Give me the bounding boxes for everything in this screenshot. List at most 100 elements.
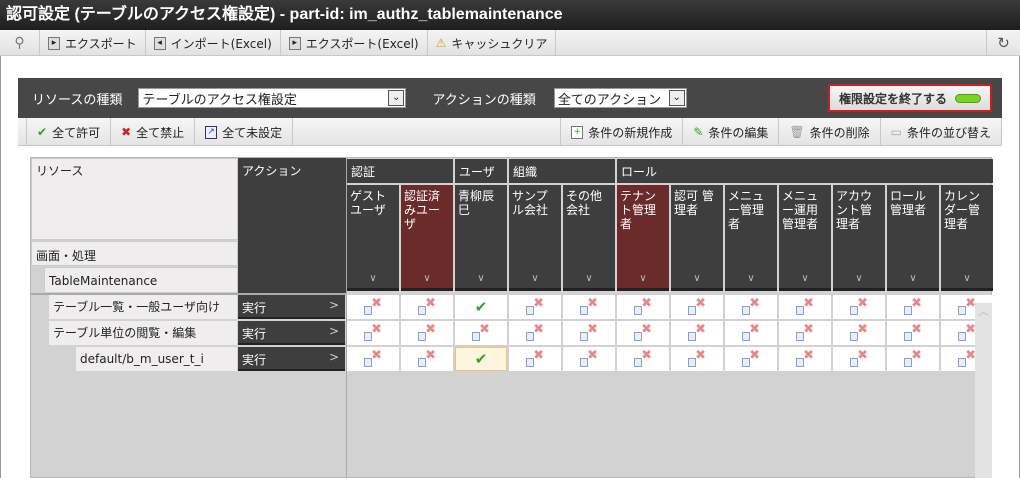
action-toolbar: ✔ 全て許可 ✖ 全て禁止 ↗ 全て未設定 + 条件の新規作成 ✎ 条件の編集 🗑 条件の削…: [18, 118, 1002, 146]
action-cell[interactable]: 実行 >: [238, 347, 345, 371]
permission-cell[interactable]: ✖: [671, 347, 723, 371]
permission-cell[interactable]: ✖: [617, 295, 669, 319]
permission-cell[interactable]: ✖: [887, 347, 939, 371]
deny-icon: ✖: [958, 322, 976, 341]
permission-cell[interactable]: ✖: [347, 347, 399, 371]
unset-all-button[interactable]: ↗ 全て未設定: [195, 118, 294, 146]
permission-cell[interactable]: ✔: [455, 295, 507, 319]
permission-cell[interactable]: ✖: [347, 295, 399, 319]
column-header[interactable]: 青柳辰巳 ∨: [455, 185, 507, 291]
deny-all-button[interactable]: ✖ 全て禁止: [111, 118, 196, 146]
permission-cell[interactable]: ✖: [779, 347, 831, 371]
deny-icon: ✖: [742, 296, 760, 315]
permission-cell[interactable]: ✖: [401, 295, 453, 319]
permission-cell[interactable]: ✖: [563, 321, 615, 345]
deny-icon: ✖: [580, 296, 598, 315]
permission-cell[interactable]: ✖: [401, 321, 453, 345]
permission-cell[interactable]: ✖: [347, 321, 399, 345]
permission-cell[interactable]: ✖: [887, 321, 939, 345]
resource-level2: TableMaintenance: [44, 267, 238, 293]
import-excel-button[interactable]: ◂ インポート(Excel): [146, 30, 281, 56]
action-type-select[interactable]: 全てのアクション ⌄: [553, 88, 687, 108]
edit-condition-button[interactable]: ✎ 条件の編集: [683, 118, 780, 146]
permission-cell[interactable]: ✖: [671, 295, 723, 319]
deny-icon: ✖: [904, 322, 922, 341]
column-header[interactable]: ゲストユーザ ∨: [347, 185, 399, 291]
permission-cell[interactable]: ✖: [509, 321, 561, 345]
vertical-scrollbar[interactable]: ︿: [975, 303, 992, 478]
refresh-icon: ↻: [997, 34, 1010, 52]
deny-icon: ✖: [364, 322, 382, 341]
permission-grid: リソース 画面・処理 TableMaintenance アクション 認証 ユーザ組…: [30, 157, 993, 478]
chevron-right-icon: >: [328, 350, 339, 364]
refresh-button[interactable]: ↻: [986, 30, 1020, 56]
resource-row-label[interactable]: default/b_m_user_t_i: [76, 347, 237, 371]
chevron-down-icon: ∨: [747, 273, 755, 284]
resource-row-label[interactable]: テーブル一覧・一般ユーザ向け: [49, 295, 237, 319]
chevron-down-icon: ∨: [585, 273, 593, 284]
chevron-right-icon: >: [328, 298, 339, 312]
export-icon: ▸: [288, 36, 301, 50]
permission-cell[interactable]: ✖: [779, 295, 831, 319]
permission-cell[interactable]: ✔: [455, 347, 507, 371]
permission-cell[interactable]: ✖: [833, 347, 885, 371]
permission-cell[interactable]: ✖: [455, 321, 507, 345]
delete-condition-button[interactable]: 🗑 条件の削除: [779, 118, 881, 146]
sort-condition-button[interactable]: ▭ 条件の並び替え: [881, 118, 1002, 146]
export-excel-button[interactable]: ▸ エクスポート(Excel): [281, 30, 428, 56]
allow-all-button[interactable]: ✔ 全て許可: [26, 118, 112, 146]
permission-cell[interactable]: ✖: [725, 321, 777, 345]
end-permission-setting-button[interactable]: 権限設定を終了する: [828, 84, 992, 112]
action-cell[interactable]: 実行 >: [238, 295, 345, 319]
permission-cell[interactable]: ✖: [833, 295, 885, 319]
permission-cell[interactable]: ✖: [617, 321, 669, 345]
search-icon: ⚲: [14, 35, 25, 51]
window-title: 認可設定 (テーブルのアクセス権設定) - part-id: im_authz_…: [0, 0, 1020, 30]
group-header: ユーザ: [455, 159, 507, 183]
permission-cell[interactable]: ✖: [617, 347, 669, 371]
column-header[interactable]: メニュー運用管理者 ∨: [779, 185, 831, 291]
new-condition-button[interactable]: + 条件の新規作成: [560, 118, 684, 146]
deny-icon: ✖: [472, 322, 490, 341]
column-header[interactable]: ロール管理者 ∨: [887, 185, 939, 291]
unset-icon: ↗: [205, 125, 218, 139]
chevron-right-icon: >: [328, 324, 339, 338]
chevron-up-icon: ︿: [978, 305, 989, 318]
deny-icon: ✖: [796, 322, 814, 341]
deny-icon: ✖: [796, 296, 814, 315]
column-header[interactable]: 認可 管理者 ∨: [671, 185, 723, 291]
column-header[interactable]: アカウント管理者 ∨: [833, 185, 885, 291]
action-cell[interactable]: 実行 >: [238, 321, 345, 345]
resource-row-label[interactable]: テーブル単位の閲覧・編集: [49, 321, 237, 345]
warning-icon: ⚠: [435, 36, 447, 50]
permission-cell[interactable]: ✖: [563, 295, 615, 319]
deny-icon: ✖: [688, 322, 706, 341]
permission-cell[interactable]: ✖: [725, 295, 777, 319]
deny-icon: ✖: [850, 322, 868, 341]
permission-cell[interactable]: ✖: [401, 347, 453, 371]
deny-icon: ✖: [418, 296, 436, 315]
permission-cell[interactable]: ✖: [509, 347, 561, 371]
column-header[interactable]: 認証済みユーザ ∨: [401, 185, 453, 291]
permission-cell[interactable]: ✖: [833, 321, 885, 345]
resource-type-label: リソースの種類: [32, 92, 123, 108]
permission-cell[interactable]: ✖: [725, 347, 777, 371]
action-type-label: アクションの種類: [432, 92, 536, 108]
permission-cell[interactable]: ✖: [887, 295, 939, 319]
permission-cell[interactable]: ✖: [563, 347, 615, 371]
column-header[interactable]: メニュー管理者 ∨: [725, 185, 777, 291]
permission-cell[interactable]: ✖: [509, 295, 561, 319]
search-button[interactable]: ⚲: [0, 30, 40, 56]
import-icon: ◂: [153, 36, 166, 50]
export-button[interactable]: ▸ エクスポート: [40, 30, 146, 56]
permission-cell[interactable]: ✖: [671, 321, 723, 345]
column-header[interactable]: その他会社 ∨: [563, 185, 615, 291]
group-header: ロール: [617, 159, 993, 183]
permission-cell[interactable]: ✖: [779, 321, 831, 345]
column-header[interactable]: カレンダー管理者 ∨: [941, 185, 993, 291]
cache-clear-button[interactable]: ⚠ キャッシュクリア: [428, 30, 557, 56]
deny-icon: ✖: [850, 296, 868, 315]
resource-type-select[interactable]: テーブルのアクセス権設定 ⌄: [138, 88, 407, 108]
column-header[interactable]: テナント管理者 ∨: [617, 185, 669, 291]
column-header[interactable]: サンプル会社 ∨: [509, 185, 561, 291]
